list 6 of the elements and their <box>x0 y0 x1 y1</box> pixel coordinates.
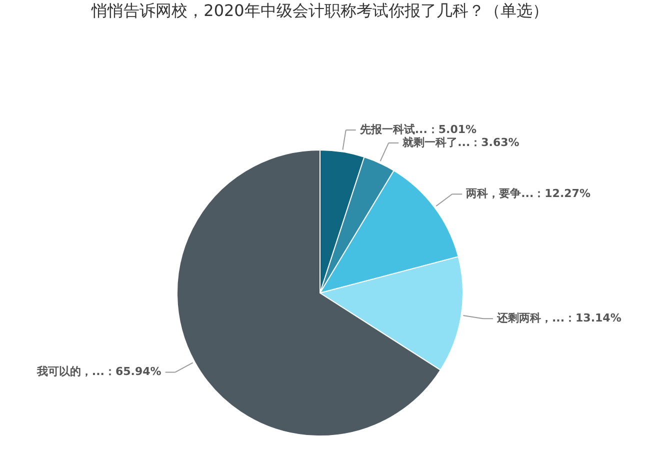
slice-label: 还剩两科，...：13.14% <box>496 312 622 325</box>
chart-title: 悄悄告诉网校，2020年中级会计职称考试你报了几科？（单选） <box>90 1 548 20</box>
slice-label: 我可以的，...：65.94% <box>36 365 162 378</box>
slice-label: 先报一科试...：5.01% <box>358 123 477 136</box>
slice-label: 两科，要争...：12.27% <box>465 187 590 200</box>
slice-label: 就剩一科了...：3.63% <box>402 136 520 149</box>
